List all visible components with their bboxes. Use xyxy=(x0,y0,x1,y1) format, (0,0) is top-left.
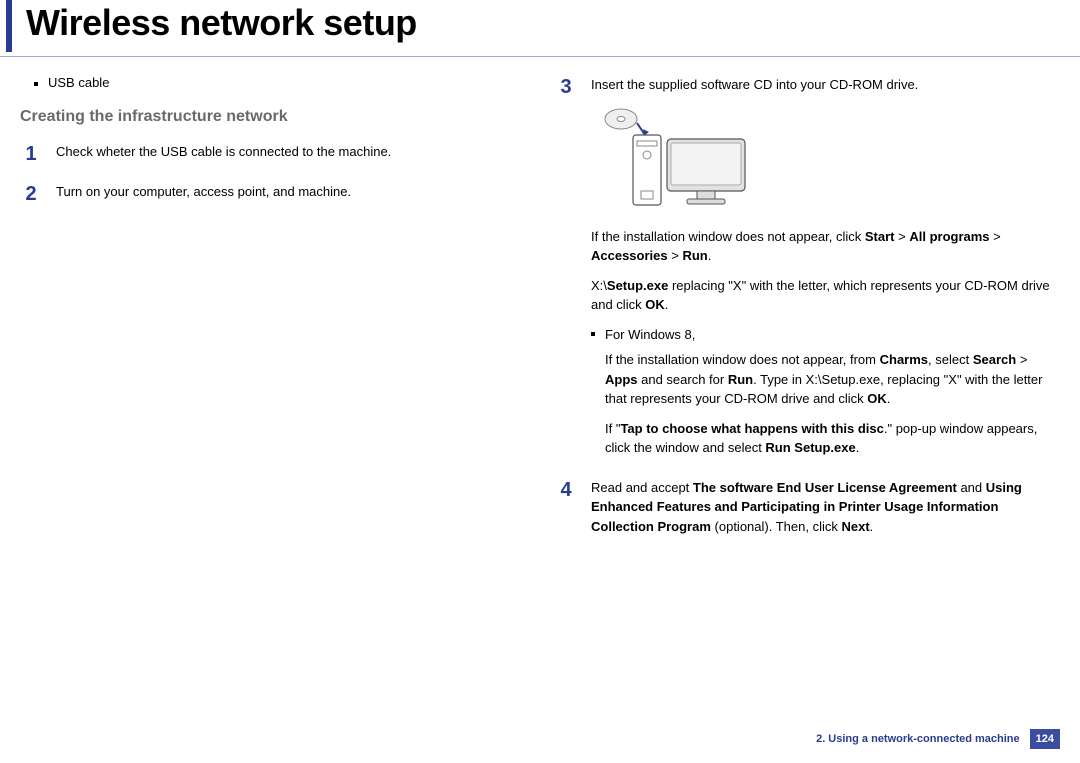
bullet-icon xyxy=(34,82,38,86)
step-number: 2 xyxy=(20,182,42,204)
bullet-usb-cable: USB cable xyxy=(20,75,525,90)
step-text: Check wheter the USB cable is connected … xyxy=(56,142,525,162)
step-body: Turn on your computer, access point, and… xyxy=(56,182,525,212)
title-divider xyxy=(0,56,1080,57)
step3-p1: If the installation window does not appe… xyxy=(591,227,1060,266)
right-column: 3 Insert the supplied software CD into y… xyxy=(555,75,1060,556)
step4-text: Read and accept The software End User Li… xyxy=(591,478,1060,537)
step-text: Turn on your computer, access point, and… xyxy=(56,182,525,202)
page: Wireless network setup USB cable Creatin… xyxy=(0,0,1080,763)
step-body: Insert the supplied software CD into you… xyxy=(591,75,1060,468)
step-number: 4 xyxy=(555,478,577,500)
win8-p2: If "Tap to choose what happens with this… xyxy=(591,419,1060,458)
step-2: 2 Turn on your computer, access point, a… xyxy=(20,182,525,212)
step-body: Check wheter the USB cable is connected … xyxy=(56,142,525,172)
bullet-icon xyxy=(591,332,595,336)
step-body: Read and accept The software End User Li… xyxy=(591,478,1060,547)
step-1: 1 Check wheter the USB cable is connecte… xyxy=(20,142,525,172)
step3-p2: X:\Setup.exe replacing "X" with the lett… xyxy=(591,276,1060,315)
page-title: Wireless network setup xyxy=(26,2,1080,44)
win8-bullet: For Windows 8, xyxy=(591,325,1060,345)
footer-chapter: 2. Using a network-connected machine xyxy=(816,733,1020,745)
step-number: 1 xyxy=(20,142,42,164)
page-footer: 2. Using a network-connected machine 124 xyxy=(816,729,1060,749)
win8-p1: If the installation window does not appe… xyxy=(591,350,1060,409)
step-3: 3 Insert the supplied software CD into y… xyxy=(555,75,1060,468)
step3-lead: Insert the supplied software CD into you… xyxy=(591,75,1060,95)
two-column-layout: USB cable Creating the infrastructure ne… xyxy=(0,75,1080,556)
section-subhead: Creating the infrastructure network xyxy=(20,108,525,126)
title-accent-bar: Wireless network setup xyxy=(6,0,1080,52)
cd-computer-illustration xyxy=(599,105,1060,215)
win8-label: For Windows 8, xyxy=(605,325,695,345)
step-number: 3 xyxy=(555,75,577,97)
page-number-badge: 124 xyxy=(1030,729,1060,749)
left-column: USB cable Creating the infrastructure ne… xyxy=(20,75,525,556)
bullet-text: USB cable xyxy=(48,75,109,90)
step-4: 4 Read and accept The software End User … xyxy=(555,478,1060,547)
illustration-svg xyxy=(599,105,749,215)
